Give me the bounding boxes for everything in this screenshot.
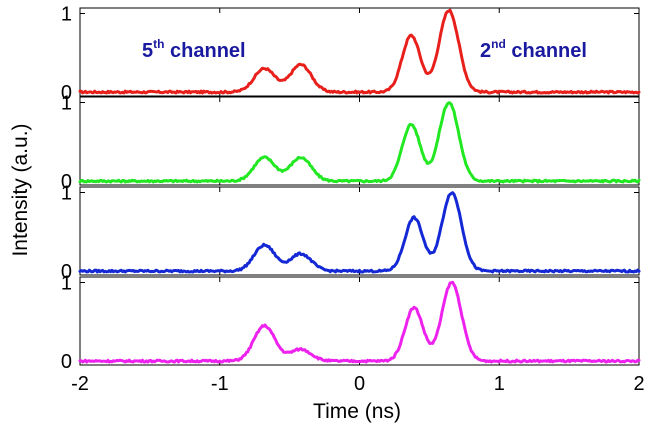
- second-channel-label: channel: [506, 40, 587, 62]
- panel-1-trace: [78, 8, 641, 95]
- x-tick-label-0: -2: [71, 373, 89, 395]
- second-channel-annotation: 2nd channel: [480, 37, 587, 62]
- panel-4-trace: [78, 280, 641, 364]
- panel-4-frame: [79, 276, 640, 366]
- panel-2: 01: [61, 93, 641, 193]
- panel-3-ytick-label-1: 1: [61, 183, 72, 205]
- panel-3-ytick-label-0: 0: [61, 261, 72, 283]
- panel-4: 01: [61, 273, 641, 373]
- x-tick-label-2: 0: [354, 373, 365, 395]
- panel-2-trace: [78, 101, 641, 184]
- fifth-channel-label: channel: [164, 40, 245, 62]
- panel-2-ytick-label-0: 0: [61, 171, 72, 193]
- panel-4-ytick-label-0: 0: [61, 351, 72, 373]
- x-tick-label-4: 2: [633, 373, 644, 395]
- fifth-channel-superscript: th: [153, 37, 164, 51]
- second-channel-number: 2: [480, 40, 491, 62]
- x-axis: -2 -1 0 1 2: [71, 373, 644, 395]
- x-axis-title: Time (ns): [313, 400, 401, 423]
- panel-3-trace: [78, 191, 641, 274]
- x-tick-label-3: 1: [494, 373, 505, 395]
- x-tick-label-1: -1: [211, 373, 229, 395]
- panel-2-frame: [79, 96, 640, 186]
- panel-1-ytick-label-1: 1: [61, 4, 72, 26]
- second-channel-superscript: nd: [491, 37, 506, 51]
- fifth-channel-annotation: 5th channel: [142, 37, 246, 62]
- panel-1-ytick-label-0: 0: [61, 82, 72, 104]
- panel-3-frame: [79, 186, 640, 276]
- fifth-channel-number: 5: [142, 40, 153, 62]
- panel-1: 01: [61, 4, 641, 104]
- y-axis-title: Intensity (a.u.): [9, 123, 32, 256]
- panel-2-ytick-label-1: 1: [61, 93, 72, 115]
- panel-3: 01: [61, 183, 641, 283]
- panel-4-ytick-label-1: 1: [61, 273, 72, 295]
